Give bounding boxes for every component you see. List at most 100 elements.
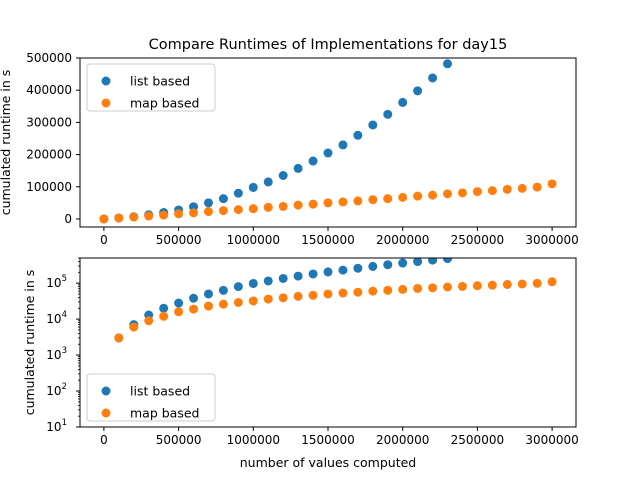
data-point [547,277,557,287]
data-point [218,285,228,295]
legend-label: map based [130,96,199,111]
panel-2: 0 500000 1000000 1500000 2000000 2500000 30000… [22,257,579,470]
data-point [413,86,423,96]
data-point [308,199,318,209]
data-point [383,109,393,119]
data-point [203,301,213,311]
data-point [517,183,527,193]
y-tick-label: 105 [46,274,67,290]
legend-marker [101,98,111,108]
x-tick-label: 1500000 [301,233,354,247]
data-point [278,171,288,180]
data-point [248,182,258,192]
legend-marker [101,408,111,418]
data-point [398,258,408,268]
data-point [457,281,467,291]
x-tick-label: 2500000 [451,233,504,247]
data-point [383,260,393,270]
data-point [383,285,393,295]
data-point [353,130,363,140]
x-axis-label: number of values computed [240,455,417,470]
data-point [338,265,348,275]
data-point [353,263,363,273]
legend: list based map based [86,373,216,422]
data-point [428,190,438,200]
data-point [398,192,408,202]
data-point [218,299,228,309]
legend-label: map based [130,406,199,421]
x-axis: 0 500000 1000000 1500000 2000000 2500000 30000… [100,227,579,247]
data-point [248,296,258,306]
data-point [547,179,557,189]
x-tick-label: 3000000 [525,233,578,247]
legend-marker [101,76,111,86]
data-point [472,187,482,197]
data-point [323,289,333,299]
y-tick-label: 300000 [26,115,72,129]
data-point [443,189,453,199]
data-point [323,267,333,277]
data-point [428,283,438,293]
data-point [233,188,243,198]
data-point [114,333,124,343]
data-point [233,282,243,292]
data-point [144,316,154,326]
y-tick-label: 0 [64,212,72,226]
data-point [502,184,512,194]
data-point [129,212,139,222]
data-point [278,273,288,283]
data-point [532,278,542,288]
data-point [368,286,378,296]
legend: list based map based [86,63,216,112]
data-point [203,198,213,208]
data-point [263,294,273,304]
x-tick-label: 500000 [156,433,202,447]
data-point [99,214,109,224]
y-axis: 0 100000 200000 300000 400000 500000 [26,51,80,226]
data-point [218,194,228,204]
data-point [472,281,482,291]
legend-label: list based [130,74,190,89]
y-tick-label: 102 [46,382,67,398]
data-point [293,291,303,301]
legend-box [86,373,216,422]
x-tick-label: 0 [100,433,108,447]
data-point [248,204,258,214]
data-point [413,258,423,267]
data-point [159,210,169,220]
data-point [203,289,213,299]
x-tick-label: 0 [100,233,108,247]
data-point [278,201,288,211]
data-point [218,206,228,216]
data-point [293,200,303,210]
data-point [189,304,199,314]
series-map-based [99,179,557,224]
data-point [159,303,169,313]
data-point [487,280,497,290]
y-axis: 101 102 103 104 105 [46,257,80,434]
x-tick-label: 500000 [156,233,202,247]
series-map-based [114,277,557,343]
data-point [413,283,423,293]
data-point [338,140,348,150]
x-tick-label: 1000000 [227,233,280,247]
data-point [428,73,438,83]
data-point [502,279,512,289]
data-point [368,261,378,271]
data-point [368,195,378,205]
legend-marker [101,386,111,396]
data-point [159,311,169,321]
data-point [278,293,288,303]
data-point [189,293,199,303]
data-point [428,258,438,265]
y-tick-label: 100000 [26,180,72,194]
y-tick-label: 101 [46,418,67,434]
data-point [263,202,273,212]
data-point [308,269,318,279]
series-list-based [114,258,453,343]
data-point [413,191,423,201]
data-point [323,198,333,208]
data-point [293,271,303,281]
data-point [443,282,453,292]
